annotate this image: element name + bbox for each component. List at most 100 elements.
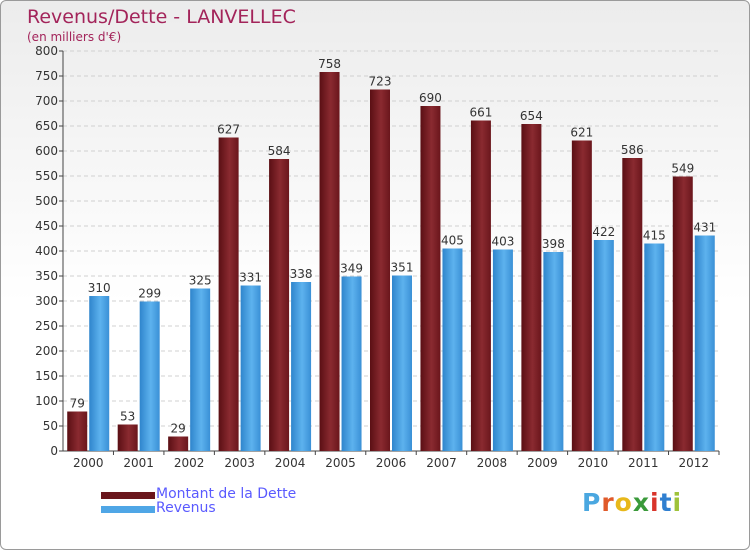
y-tick-label: 300 bbox=[35, 294, 58, 308]
y-tick-label: 50 bbox=[43, 419, 58, 433]
x-tick-label: 2011 bbox=[628, 456, 659, 470]
data-label-revenue: 415 bbox=[643, 229, 666, 243]
data-label-debt: 654 bbox=[520, 109, 543, 123]
data-label-debt: 661 bbox=[469, 106, 492, 120]
x-tick-label: 2003 bbox=[224, 456, 255, 470]
x-tick-label: 2000 bbox=[73, 456, 104, 470]
bar-debt bbox=[67, 411, 88, 451]
x-tick-label: 2010 bbox=[578, 456, 609, 470]
x-tick-label: 2001 bbox=[123, 456, 154, 470]
proxiti-logo: Proxiti bbox=[582, 488, 682, 517]
data-label-revenue: 331 bbox=[239, 271, 262, 285]
chart-subtitle: (en milliers d'€) bbox=[27, 30, 122, 44]
chart-title: Revenus/Dette - LANVELLEC bbox=[27, 6, 296, 28]
y-tick-label: 200 bbox=[35, 344, 58, 358]
bar-debt bbox=[470, 120, 491, 451]
grid-lines bbox=[63, 50, 719, 427]
y-tick-label: 250 bbox=[35, 319, 58, 333]
data-label-revenue: 405 bbox=[441, 234, 464, 248]
data-label-debt: 690 bbox=[419, 91, 442, 105]
data-label-revenue: 349 bbox=[340, 262, 363, 276]
bar-revenue bbox=[593, 240, 614, 451]
legend-label-revenue: Revenus bbox=[156, 500, 216, 516]
y-tick-label: 600 bbox=[35, 144, 58, 158]
bar-debt bbox=[672, 176, 693, 451]
y-tick-label: 450 bbox=[35, 219, 58, 233]
data-label-debt: 627 bbox=[217, 123, 240, 137]
y-tick-label: 550 bbox=[35, 169, 58, 183]
data-label-debt: 79 bbox=[70, 397, 85, 411]
data-label-debt: 586 bbox=[621, 143, 644, 157]
legend-swatch-debt bbox=[101, 492, 155, 499]
x-tick-label: 2007 bbox=[426, 456, 457, 470]
bar-revenue bbox=[190, 288, 211, 451]
y-tick-label: 650 bbox=[35, 119, 58, 133]
data-label-revenue: 398 bbox=[542, 237, 565, 251]
data-label-revenue: 351 bbox=[391, 261, 414, 275]
bar-debt bbox=[117, 424, 138, 451]
x-tick-label: 2012 bbox=[678, 456, 709, 470]
y-tick-label: 800 bbox=[35, 44, 58, 58]
bar-debt bbox=[269, 159, 290, 451]
bar-revenue bbox=[89, 296, 110, 451]
data-label-revenue: 403 bbox=[491, 235, 514, 249]
data-label-debt: 758 bbox=[318, 57, 341, 71]
bar-revenue bbox=[492, 249, 513, 451]
bar-revenue bbox=[139, 301, 160, 451]
y-tick-label: 0 bbox=[50, 444, 58, 458]
bar-debt bbox=[622, 158, 643, 451]
bar-revenue bbox=[341, 276, 362, 451]
data-label-revenue: 299 bbox=[138, 287, 161, 301]
y-tick-label: 350 bbox=[35, 269, 58, 283]
bar-debt bbox=[370, 89, 390, 451]
data-label-revenue: 310 bbox=[88, 281, 111, 295]
data-labels: 79 310 53 299 29 325 627 331 584 338 758 349 723 351 6… bbox=[70, 57, 717, 436]
bar-revenue bbox=[392, 275, 412, 451]
x-tick-label: 2005 bbox=[325, 456, 356, 470]
data-label-debt: 53 bbox=[120, 410, 135, 424]
data-label-revenue: 325 bbox=[189, 274, 212, 288]
bar-revenue bbox=[694, 235, 715, 451]
x-tick-label: 2009 bbox=[527, 456, 558, 470]
logo-letter: i bbox=[672, 488, 683, 517]
axes: 0 50 100 150 200 250 300 350 400 450 500 550 600 650 7… bbox=[35, 44, 720, 470]
bar-revenue bbox=[442, 248, 463, 451]
x-tick-label: 2006 bbox=[376, 456, 407, 470]
y-tick-label: 100 bbox=[35, 394, 58, 408]
legend-label-debt: Montant de la Dette bbox=[156, 486, 297, 502]
bar-debt bbox=[571, 140, 592, 451]
data-label-debt: 549 bbox=[671, 162, 694, 176]
data-label-debt: 584 bbox=[268, 144, 291, 158]
bar-revenue bbox=[644, 243, 665, 451]
data-label-revenue: 431 bbox=[693, 221, 716, 235]
bar-debt bbox=[420, 106, 441, 451]
y-tick-label: 700 bbox=[35, 94, 58, 108]
data-label-debt: 723 bbox=[369, 75, 392, 89]
bar-debt bbox=[319, 72, 340, 451]
y-tick-label: 400 bbox=[35, 244, 58, 258]
x-tick-label: 2002 bbox=[174, 456, 205, 470]
logo-letter: r bbox=[601, 488, 615, 517]
x-tick-label: 2008 bbox=[477, 456, 508, 470]
x-tick-label: 2004 bbox=[275, 456, 306, 470]
data-label-revenue: 422 bbox=[592, 225, 615, 239]
logo-letter: P bbox=[582, 488, 602, 517]
bar-revenue bbox=[543, 252, 564, 451]
bar-revenue bbox=[291, 282, 312, 451]
data-label-debt: 29 bbox=[171, 422, 186, 436]
y-tick-label: 500 bbox=[35, 194, 58, 208]
data-label-revenue: 338 bbox=[290, 267, 313, 281]
bars bbox=[67, 72, 715, 451]
logo-letter: i bbox=[650, 488, 660, 517]
bar-revenue bbox=[240, 285, 261, 451]
logo-letter: t bbox=[659, 488, 673, 517]
logo-letter: o bbox=[614, 488, 633, 517]
data-label-debt: 621 bbox=[570, 126, 593, 140]
legend-swatch-revenue bbox=[101, 506, 155, 513]
bar-debt bbox=[218, 137, 239, 451]
y-tick-label: 750 bbox=[35, 69, 58, 83]
y-tick-label: 150 bbox=[35, 369, 58, 383]
bar-debt bbox=[521, 124, 542, 451]
